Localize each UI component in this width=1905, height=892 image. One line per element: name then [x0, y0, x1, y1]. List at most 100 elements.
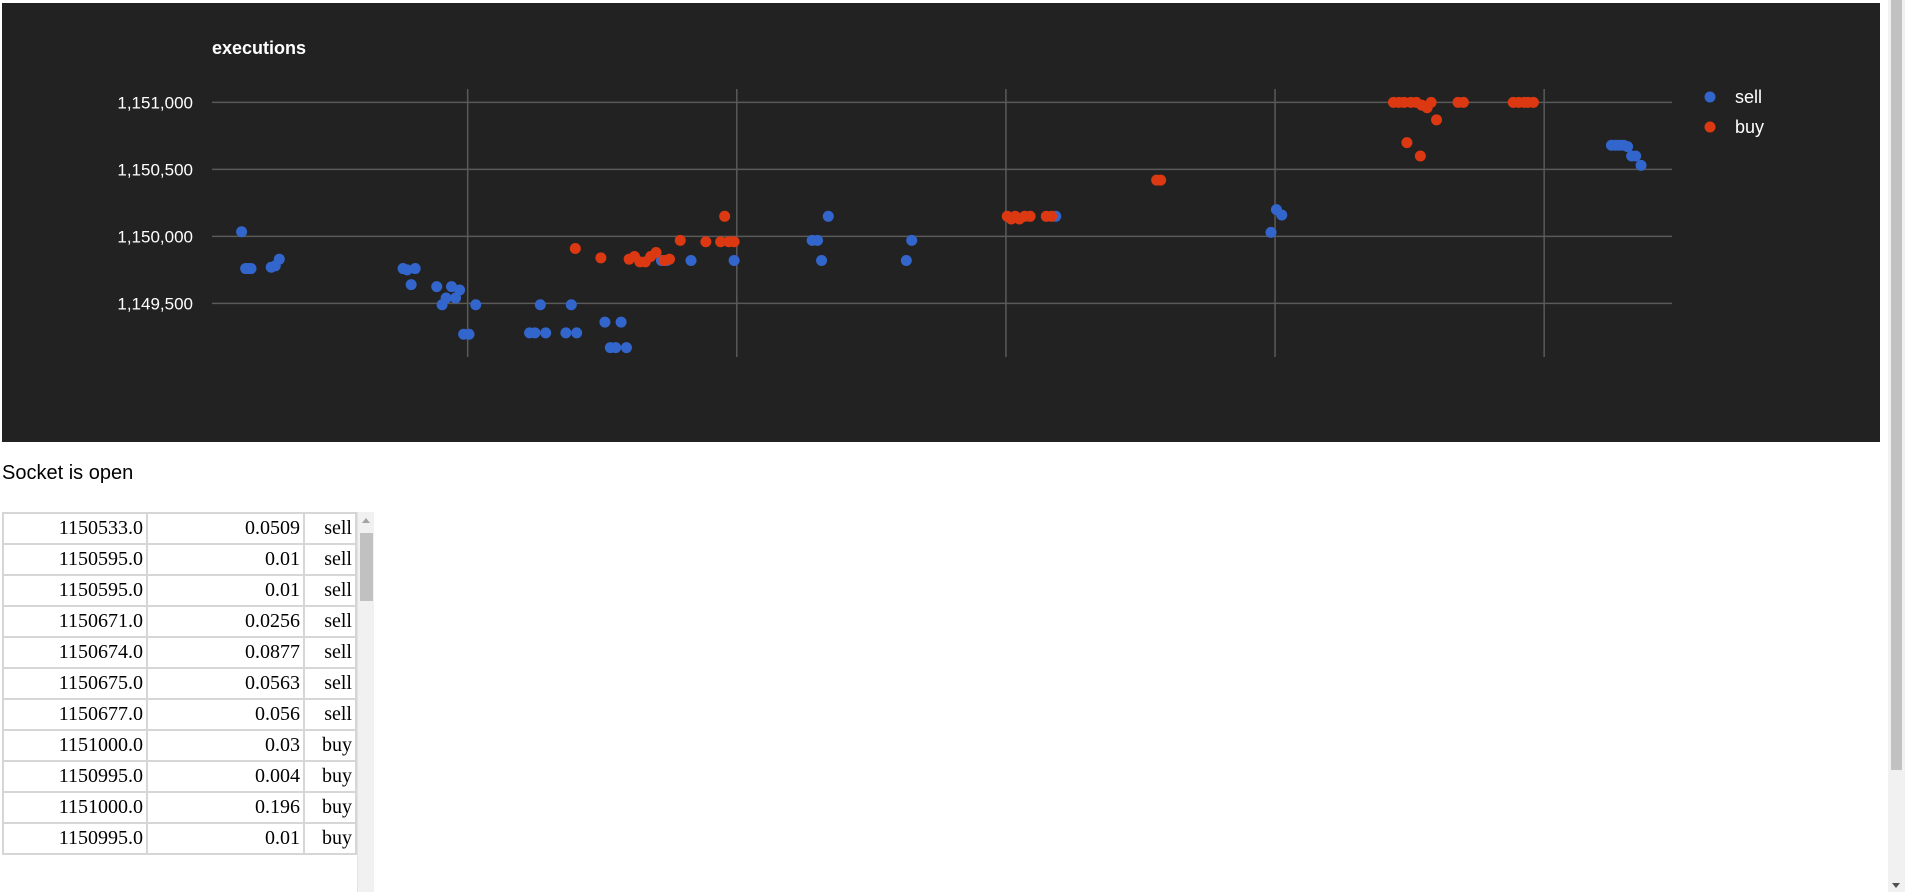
table-scrollbar[interactable] — [357, 512, 374, 892]
table-row: 1151000.0 0.196 buy — [2, 791, 357, 824]
price-cell: 1150675.0 — [2, 667, 148, 700]
size-cell: 0.0877 — [146, 636, 305, 669]
buy-point — [728, 236, 740, 248]
sell-point — [1265, 226, 1277, 238]
price-cell: 1150677.0 — [2, 698, 148, 731]
sell-point — [1622, 141, 1634, 153]
price-cell: 1150995.0 — [2, 822, 148, 855]
sell-point — [236, 226, 248, 238]
size-cell: 0.01 — [146, 822, 305, 855]
sell-point — [273, 253, 285, 265]
socket-status-text: Socket is open — [2, 462, 134, 484]
side-cell: sell — [303, 543, 357, 576]
size-cell: 0.03 — [146, 729, 305, 762]
table-row: 1150995.0 0.01 buy — [2, 822, 357, 855]
page-scrollbar[interactable] — [1888, 0, 1905, 892]
size-cell: 0.004 — [146, 760, 305, 793]
sell-point — [431, 281, 443, 293]
table-scrollbar-thumb[interactable] — [360, 533, 373, 601]
sell-point — [529, 327, 541, 339]
table-row: 1150677.0 0.056 sell — [2, 698, 357, 731]
buy-point — [1457, 96, 1469, 108]
buy-point — [1431, 114, 1443, 126]
buy-point — [1527, 96, 1539, 108]
scroll-down-arrow-icon[interactable] — [1892, 883, 1900, 888]
sell-point — [470, 299, 482, 311]
size-cell: 0.0563 — [146, 667, 305, 700]
side-cell: sell — [303, 574, 357, 607]
sell-point — [560, 327, 572, 339]
buy-point — [1401, 137, 1413, 149]
sell-point — [610, 342, 622, 354]
sell-point — [534, 299, 546, 311]
side-cell: sell — [303, 605, 357, 638]
y-axis-tick-labels: 1,149,500 1,150,000 1,150,500 1,151,000 — [117, 93, 193, 313]
price-cell: 1150671.0 — [2, 605, 148, 638]
table-row: 1150533.0 0.0509 sell — [2, 512, 357, 545]
price-cell: 1150595.0 — [2, 543, 148, 576]
sell-point — [728, 255, 740, 267]
sell-point — [1276, 209, 1288, 221]
price-cell: 1150533.0 — [2, 512, 148, 545]
sell-point — [1635, 159, 1647, 171]
buy-point — [1414, 150, 1426, 162]
sell-point — [900, 255, 912, 267]
sell-point — [822, 210, 834, 222]
side-cell: buy — [303, 791, 357, 824]
buy-point — [1155, 174, 1167, 186]
chart-title: executions — [212, 38, 306, 58]
price-cell: 1150595.0 — [2, 574, 148, 607]
y-tick-label: 1,149,500 — [117, 294, 193, 313]
table-row: 1150595.0 0.01 sell — [2, 543, 357, 576]
buy-point — [674, 234, 686, 246]
side-cell: sell — [303, 512, 357, 545]
buy-point — [719, 210, 731, 222]
sell-point — [409, 263, 421, 275]
page-scrollbar-thumb[interactable] — [1891, 0, 1902, 770]
sell-point — [540, 327, 552, 339]
sell-point — [620, 342, 632, 354]
price-cell: 1151000.0 — [2, 791, 148, 824]
legend-sell-marker — [1704, 91, 1716, 103]
legend-buy-label: buy — [1735, 117, 1764, 137]
size-cell: 0.01 — [146, 543, 305, 576]
buy-point — [650, 246, 662, 258]
table-row: 1150671.0 0.0256 sell — [2, 605, 357, 638]
table-row: 1150595.0 0.01 sell — [2, 574, 357, 607]
sell-point — [599, 316, 611, 328]
sell-point — [816, 255, 828, 267]
y-tick-label: 1,151,000 — [117, 93, 193, 112]
size-cell: 0.01 — [146, 574, 305, 607]
sell-point — [401, 264, 413, 276]
price-cell: 1150674.0 — [2, 636, 148, 669]
sell-point — [565, 299, 577, 311]
sell-point — [1630, 150, 1642, 162]
sell-point — [463, 328, 475, 340]
price-cell: 1150995.0 — [2, 760, 148, 793]
buy-point — [700, 236, 712, 248]
price-cell: 1151000.0 — [2, 729, 148, 762]
size-cell: 0.0509 — [146, 512, 305, 545]
y-tick-label: 1,150,500 — [117, 160, 193, 179]
executions-chart: 1,149,500 1,150,000 1,150,500 1,151,000 exe… — [117, 38, 1765, 357]
buy-point — [1046, 210, 1058, 222]
buy-point — [1024, 210, 1036, 222]
sell-point — [454, 284, 466, 296]
sell-point — [571, 327, 583, 339]
size-cell: 0.196 — [146, 791, 305, 824]
chart-points — [236, 96, 1647, 354]
chart-legend[interactable]: sell buy — [1704, 87, 1765, 137]
table-row: 1150675.0 0.0563 sell — [2, 667, 357, 700]
sell-point — [906, 234, 918, 246]
sell-point — [245, 263, 257, 275]
size-cell: 0.0256 — [146, 605, 305, 638]
legend-buy-marker — [1704, 121, 1716, 133]
scroll-up-arrow-icon[interactable] — [362, 518, 370, 523]
side-cell: sell — [303, 636, 357, 669]
table-row: 1151000.0 0.03 buy — [2, 729, 357, 762]
side-cell: sell — [303, 698, 357, 731]
y-tick-label: 1,150,000 — [117, 227, 193, 246]
sell-point — [812, 234, 824, 246]
side-cell: buy — [303, 822, 357, 855]
buy-point — [715, 236, 727, 248]
